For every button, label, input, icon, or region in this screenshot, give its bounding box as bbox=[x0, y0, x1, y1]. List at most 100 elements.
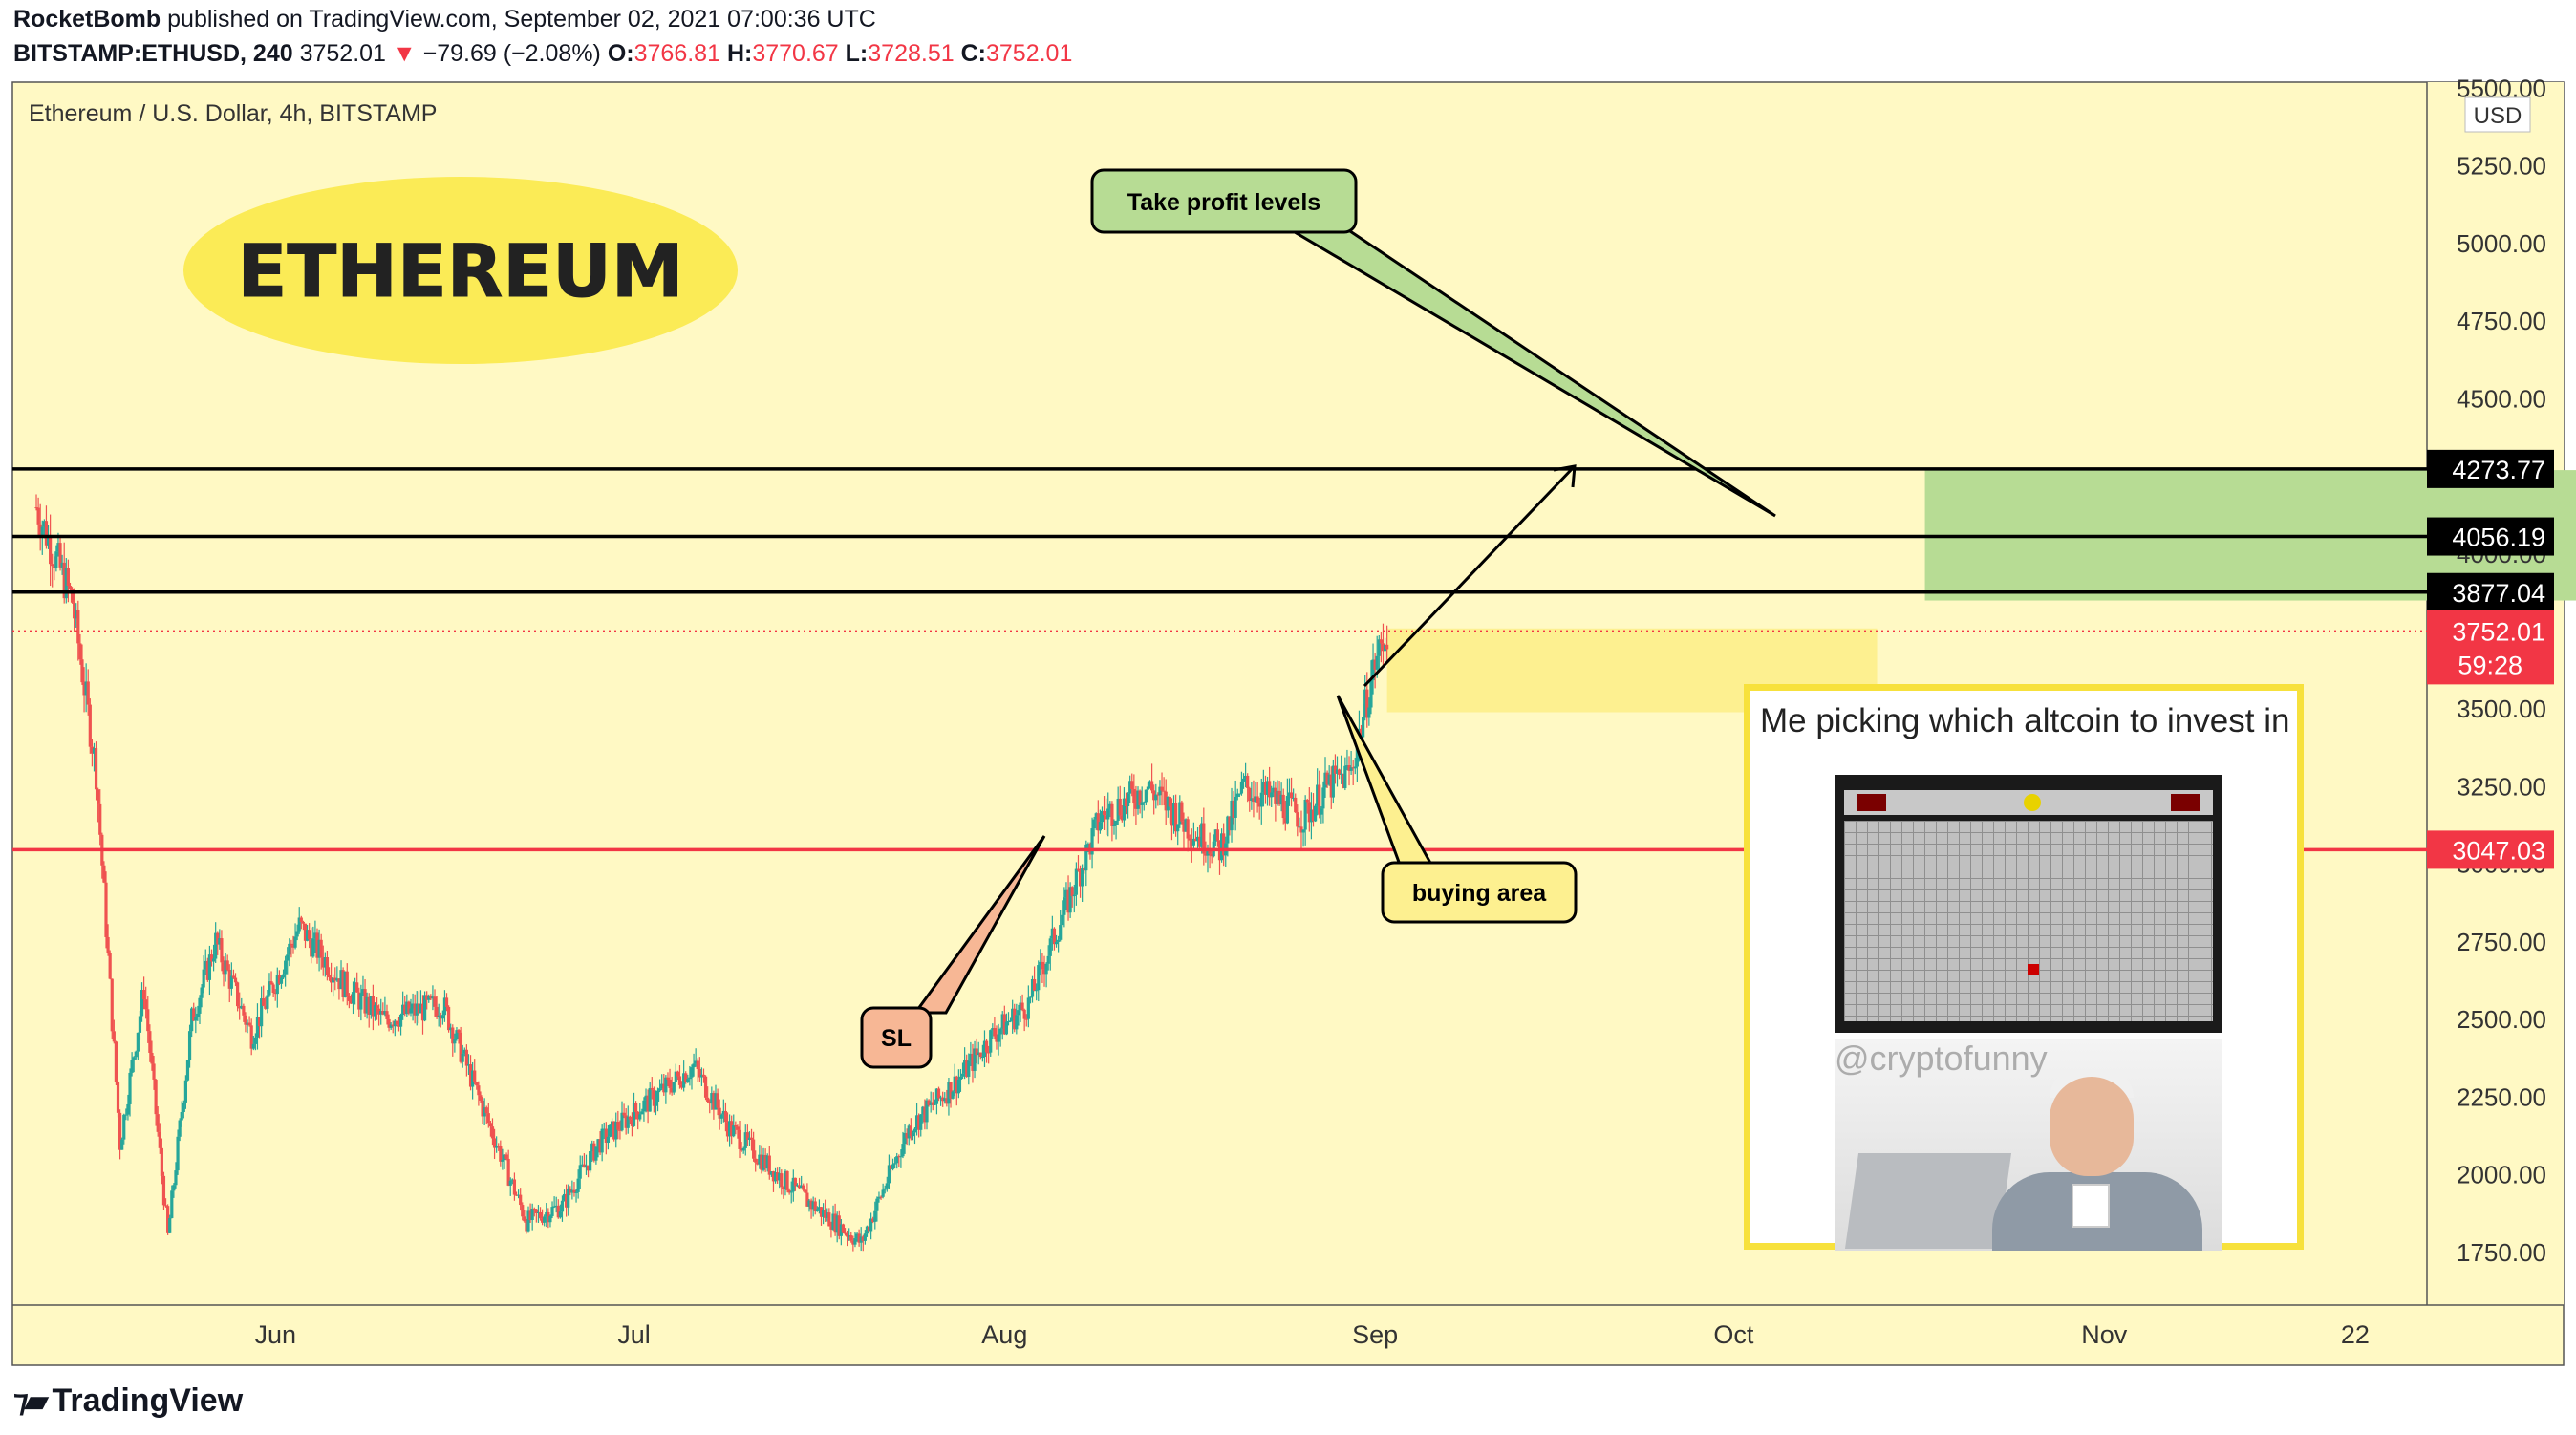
candle-body bbox=[676, 1071, 679, 1077]
candle-body bbox=[708, 1102, 712, 1104]
candle-body bbox=[670, 1087, 674, 1093]
candle-body bbox=[1254, 796, 1257, 803]
candle-body bbox=[760, 1154, 763, 1170]
candle-body bbox=[1154, 794, 1158, 801]
candle-body bbox=[506, 1158, 510, 1186]
candle-body bbox=[567, 1188, 570, 1208]
candle-body bbox=[817, 1207, 822, 1210]
candle-body bbox=[640, 1111, 644, 1115]
candle-body bbox=[650, 1087, 654, 1090]
candle-body bbox=[692, 1063, 696, 1068]
candle-body bbox=[956, 1079, 960, 1094]
candle-body bbox=[949, 1082, 953, 1099]
candle-body bbox=[484, 1107, 488, 1114]
candle-body bbox=[76, 610, 80, 644]
take-profit-callout[interactable] bbox=[1090, 168, 1358, 234]
candle-body bbox=[1178, 802, 1182, 825]
price-badge-sl[interactable] bbox=[2427, 830, 2554, 869]
candle-body bbox=[903, 1132, 907, 1145]
candle-body bbox=[610, 1121, 614, 1125]
price-badge-tp1[interactable] bbox=[2427, 572, 2554, 611]
take-profit-label: Take profit levels bbox=[1127, 189, 1320, 216]
candle-body bbox=[929, 1102, 933, 1105]
candle-body bbox=[262, 998, 266, 1006]
candle-body bbox=[754, 1158, 758, 1163]
candle-body bbox=[281, 974, 286, 978]
candle-body bbox=[1347, 765, 1351, 771]
candle-body bbox=[1162, 790, 1166, 792]
candle-body bbox=[82, 682, 86, 696]
candle-body bbox=[1098, 822, 1103, 831]
candle-body bbox=[1263, 782, 1268, 795]
candle-body bbox=[1124, 798, 1128, 807]
candle-body bbox=[490, 1126, 495, 1139]
candle-body bbox=[730, 1121, 734, 1137]
candle-body bbox=[242, 1005, 246, 1016]
candle-body bbox=[1281, 794, 1285, 819]
target-arrow[interactable] bbox=[1363, 466, 1575, 688]
candle-body bbox=[308, 930, 311, 940]
candle-body bbox=[168, 1217, 172, 1233]
candle-body bbox=[233, 977, 238, 983]
candle-body bbox=[1333, 765, 1338, 774]
price-badge-tp3[interactable] bbox=[2427, 449, 2554, 488]
candle-body bbox=[758, 1154, 762, 1165]
candle-body bbox=[1046, 955, 1050, 964]
author-name[interactable]: RocketBomb bbox=[13, 6, 161, 32]
candle-body bbox=[646, 1095, 650, 1112]
buying-area-callout[interactable] bbox=[1381, 861, 1578, 924]
candle-body bbox=[826, 1212, 829, 1218]
candle-body bbox=[782, 1187, 785, 1189]
candle-body bbox=[1226, 816, 1230, 844]
price-axis[interactable] bbox=[2427, 82, 2564, 1305]
candle-body bbox=[995, 1036, 998, 1042]
candle-body bbox=[313, 932, 317, 939]
candle-body bbox=[236, 982, 240, 1007]
candle-body bbox=[831, 1213, 835, 1230]
candle-body bbox=[1171, 803, 1176, 826]
candle-body bbox=[269, 981, 273, 985]
tradingview-logo[interactable]: ⁊▰ TradingView bbox=[13, 1382, 243, 1420]
candle-body bbox=[98, 803, 102, 835]
price-badge-last[interactable] bbox=[2427, 610, 2554, 685]
candle-body bbox=[1000, 1014, 1004, 1029]
candle-body bbox=[978, 1052, 982, 1058]
candle-body bbox=[196, 1013, 200, 1017]
candle-body bbox=[1367, 707, 1371, 718]
candle-body bbox=[247, 1022, 251, 1026]
candle-body bbox=[813, 1201, 817, 1211]
candle-body bbox=[354, 982, 357, 993]
candle-body bbox=[632, 1103, 636, 1126]
candle-body bbox=[112, 1031, 116, 1042]
candle-body bbox=[677, 1076, 682, 1085]
candle-body bbox=[1268, 781, 1272, 798]
candle-body bbox=[427, 996, 431, 1000]
candle-body bbox=[658, 1088, 662, 1091]
candle-body bbox=[752, 1139, 756, 1159]
candle-body bbox=[590, 1143, 594, 1152]
candle-body bbox=[317, 939, 321, 958]
sl-callout[interactable] bbox=[860, 1006, 933, 1069]
currency-badge[interactable] bbox=[2464, 96, 2531, 133]
candle-body bbox=[138, 1016, 142, 1033]
candle-body bbox=[784, 1170, 787, 1189]
candle-body bbox=[778, 1173, 782, 1181]
candle-body bbox=[1142, 802, 1146, 803]
candle-body bbox=[1041, 961, 1044, 970]
candle-body bbox=[1106, 808, 1110, 820]
candle-body bbox=[672, 1082, 676, 1093]
candle-body bbox=[519, 1194, 523, 1206]
candle-body bbox=[532, 1208, 536, 1210]
price-badge-tp2[interactable] bbox=[2427, 517, 2554, 556]
candle-body bbox=[337, 978, 341, 990]
minesweeper-grid bbox=[1844, 821, 2213, 1021]
candle-body bbox=[277, 975, 281, 984]
candle-body bbox=[333, 977, 337, 981]
candle-body bbox=[290, 943, 293, 946]
candle-body bbox=[756, 1162, 760, 1165]
candle-body bbox=[459, 1032, 462, 1062]
candle-body bbox=[914, 1115, 919, 1129]
candle-body bbox=[1186, 819, 1190, 839]
candle-body bbox=[401, 1004, 405, 1015]
candle-body bbox=[762, 1154, 765, 1170]
